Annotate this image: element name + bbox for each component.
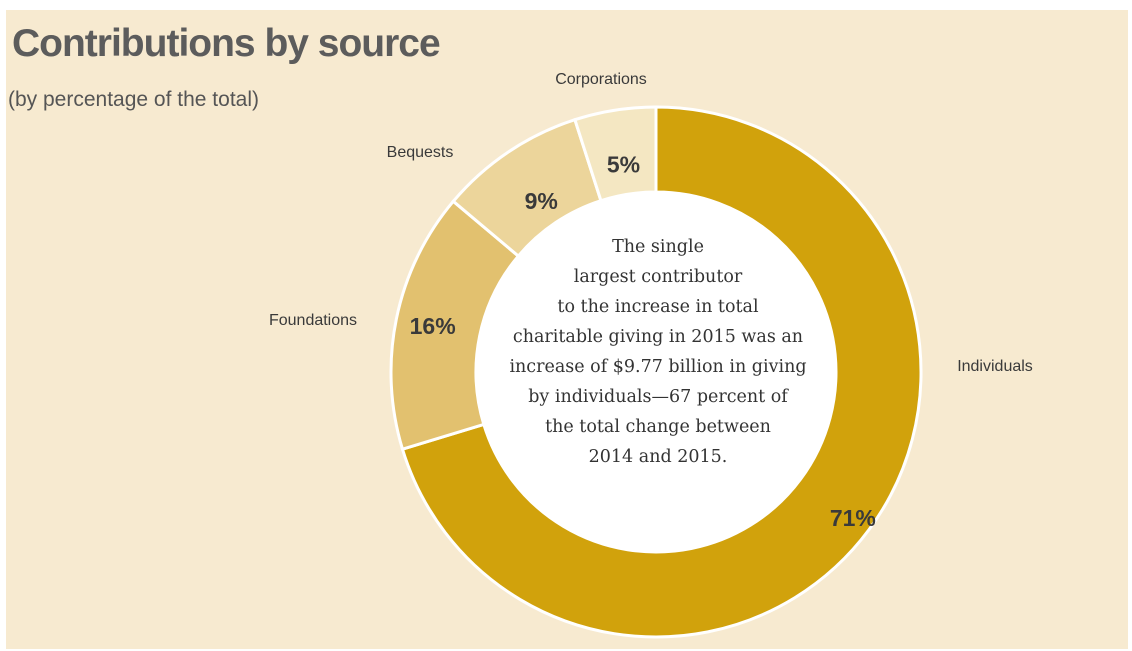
category-label-individuals: Individuals <box>957 358 1033 375</box>
value-label-individuals: 71% <box>830 505 876 531</box>
callout-line: increase of $9.77 billion in giving <box>509 357 807 377</box>
slice-corporations <box>573 105 658 203</box>
callout-line: charitable giving in 2015 was an <box>512 327 804 347</box>
category-label-bequests: Bequests <box>387 144 454 161</box>
callout-text: The single largest contributor to the in… <box>480 232 836 472</box>
chart-subtitle: (by percentage of the total) <box>8 88 259 111</box>
value-label-corporations: 5% <box>607 152 640 178</box>
value-label-foundations: 16% <box>410 313 456 339</box>
value-label-bequests: 9% <box>525 188 558 214</box>
chart-title: Contributions by source <box>12 22 441 65</box>
slice-individuals <box>400 105 923 639</box>
callout-line: by individuals—67 percent of <box>528 387 788 407</box>
category-label-corporations: Corporations <box>555 71 647 88</box>
callout-line: 2014 and 2015. <box>588 447 728 467</box>
callout-line: to the increase in total <box>557 297 759 317</box>
donut-hole <box>477 193 835 551</box>
category-label-foundations: Foundations <box>269 312 357 329</box>
callout-line: largest contributor <box>573 267 743 287</box>
callout-line: The single <box>612 237 704 257</box>
callout-line: the total change between <box>545 417 771 437</box>
